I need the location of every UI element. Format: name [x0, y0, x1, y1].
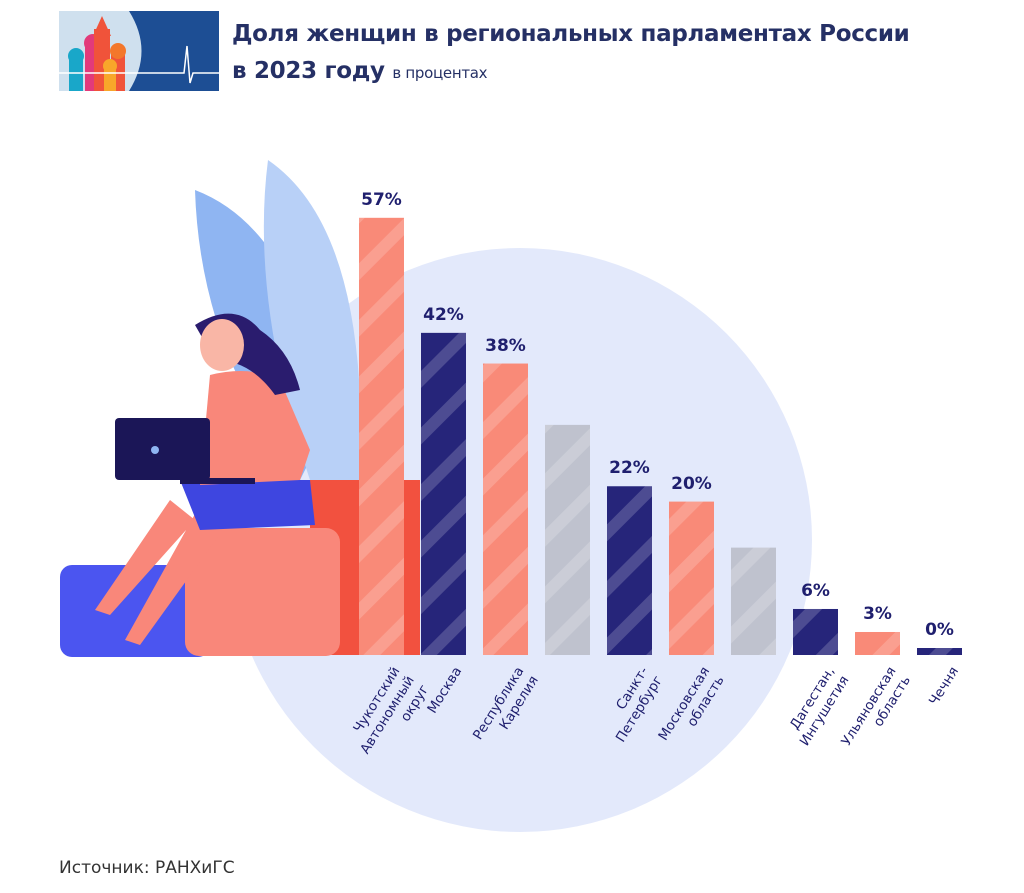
value-label: 57% [361, 189, 402, 210]
value-label: 22% [609, 458, 650, 479]
bar-stripes [793, 608, 838, 655]
woman-body [200, 371, 310, 485]
bar-stripes [731, 547, 776, 655]
source-note: Источник: РАНХиГС [59, 858, 235, 878]
value-label: 20% [671, 473, 712, 494]
bar-stripes [607, 486, 652, 655]
logo [59, 11, 219, 91]
bar-stripes [359, 217, 404, 655]
value-label: 38% [485, 335, 526, 356]
woman-legs [95, 500, 230, 645]
value-label: 6% [801, 580, 830, 601]
value-label: 0% [925, 620, 954, 640]
bar-stripes [421, 332, 466, 655]
bar-stripes [855, 631, 900, 655]
title-line2: в 2023 году [232, 58, 385, 84]
bar-stripes [483, 363, 528, 655]
value-label: 3% [863, 603, 892, 624]
woman-face [200, 319, 244, 371]
bar-stripes [545, 424, 590, 655]
bar-stripes [917, 648, 962, 655]
chart-title: Доля женщин в региональных парламентах Р… [232, 16, 910, 92]
bar-stripes [669, 501, 714, 655]
title-line1: Доля женщин в региональных парламентах Р… [232, 21, 910, 47]
woman-skirt [180, 480, 315, 530]
subtitle: в процентах [392, 64, 488, 82]
cushion [185, 528, 340, 656]
value-label: 42% [423, 304, 464, 325]
laptop-icon [115, 418, 210, 480]
